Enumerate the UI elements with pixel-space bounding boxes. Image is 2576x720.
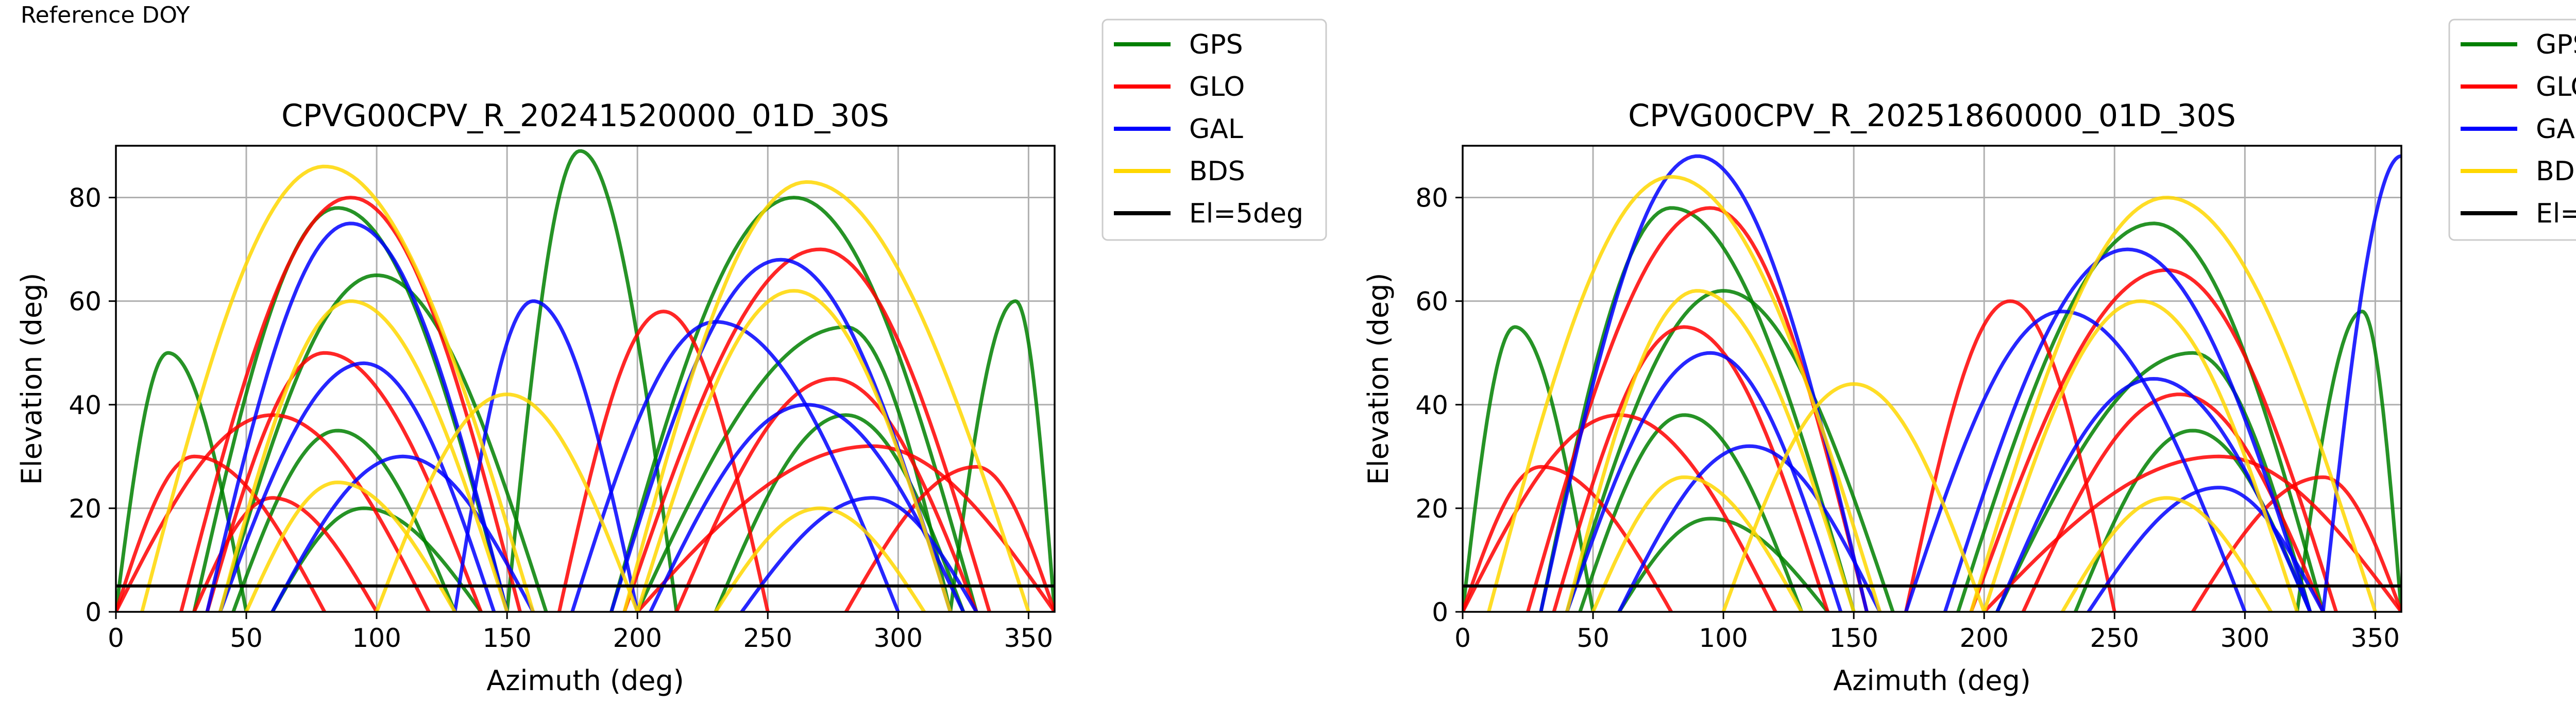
legend-label: GPS [2536, 29, 2576, 60]
skyplot-panel-2: CPVG00CPV_R_20251860000_01D_30S 0 50 100 150… [1347, 0, 2576, 720]
arc-bds [1593, 477, 1802, 612]
x-tick-label: 250 [743, 623, 792, 653]
arc-glo [1463, 415, 1775, 612]
y-tick-label: 60 [69, 287, 101, 317]
legend: GPS GLO GAL BDS El=5deg [2449, 20, 2576, 240]
series-bds [1489, 177, 2376, 612]
legend-label: GLO [1189, 72, 1245, 102]
x-tick-label: 0 [1454, 623, 1471, 653]
legend-label: BDS [2536, 156, 2576, 187]
figure: { "figure": { "page_label": "Reference D… [0, 0, 2576, 720]
y-tick-label: 40 [1415, 390, 1448, 420]
y-tick-label: 0 [1432, 597, 1448, 627]
x-tick-label: 50 [230, 623, 263, 653]
x-tick-label: 350 [1004, 623, 1053, 653]
series-gal [1541, 156, 2401, 612]
x-tick-label: 100 [352, 623, 401, 653]
x-tick-label: 150 [1829, 623, 1878, 653]
legend: GPS GLO GAL BDS El=5deg [1103, 20, 1326, 240]
legend-label: GLO [2536, 72, 2576, 102]
legend-label: GPS [1189, 29, 1243, 60]
legend-label: El=5deg [2536, 198, 2576, 229]
y-axis-label: Elevation (deg) [1362, 273, 1395, 485]
y-tick-label: 60 [1415, 287, 1448, 317]
y-axis-label: Elevation (deg) [15, 273, 48, 485]
x-tick-label: 0 [108, 623, 124, 653]
x-tick-label: 200 [1960, 623, 2009, 653]
skyplot-panel-1: CPVG00CPV_R_20241520000_01D_30S 0 50 100 150… [0, 0, 1347, 720]
x-tick-label: 200 [613, 623, 662, 653]
arc-gps [1958, 224, 2324, 612]
x-tick-label: 50 [1577, 623, 1609, 653]
x-axis-label: Azimuth (deg) [486, 664, 684, 697]
x-tick-label: 150 [482, 623, 531, 653]
legend-label: El=5deg [1189, 198, 1303, 229]
series-gps [1463, 208, 2401, 612]
arc-gal [2323, 156, 2401, 612]
y-tick-label: 80 [69, 183, 101, 213]
x-tick-label: 250 [2090, 623, 2139, 653]
x-tick-label: 300 [874, 623, 923, 653]
series-glo [1463, 208, 2401, 612]
data-layer [116, 151, 1055, 612]
legend-label: GAL [2536, 114, 2576, 145]
chart-title: CPVG00CPV_R_20251860000_01D_30S [1628, 98, 2236, 134]
x-tick-label: 350 [2351, 623, 2400, 653]
chart-title: CPVG00CPV_R_20241520000_01D_30S [281, 98, 889, 134]
x-tick-label: 100 [1699, 623, 1748, 653]
y-tick-label: 80 [1415, 183, 1448, 213]
x-tick-label: 300 [2221, 623, 2269, 653]
x-axis-label: Azimuth (deg) [1833, 664, 2031, 697]
arc-gal [1997, 379, 2310, 612]
y-tick-label: 20 [1415, 494, 1448, 524]
arc-bds [624, 182, 1029, 612]
legend-label: GAL [1189, 114, 1243, 145]
arc-bds [142, 166, 533, 612]
data-layer [1463, 156, 2401, 612]
arc-gps [507, 151, 676, 612]
arc-gal [455, 301, 637, 612]
legend-label: BDS [1189, 156, 1245, 187]
y-tick-label: 20 [69, 494, 101, 524]
y-tick-label: 40 [69, 390, 101, 420]
y-tick-label: 0 [85, 597, 101, 627]
